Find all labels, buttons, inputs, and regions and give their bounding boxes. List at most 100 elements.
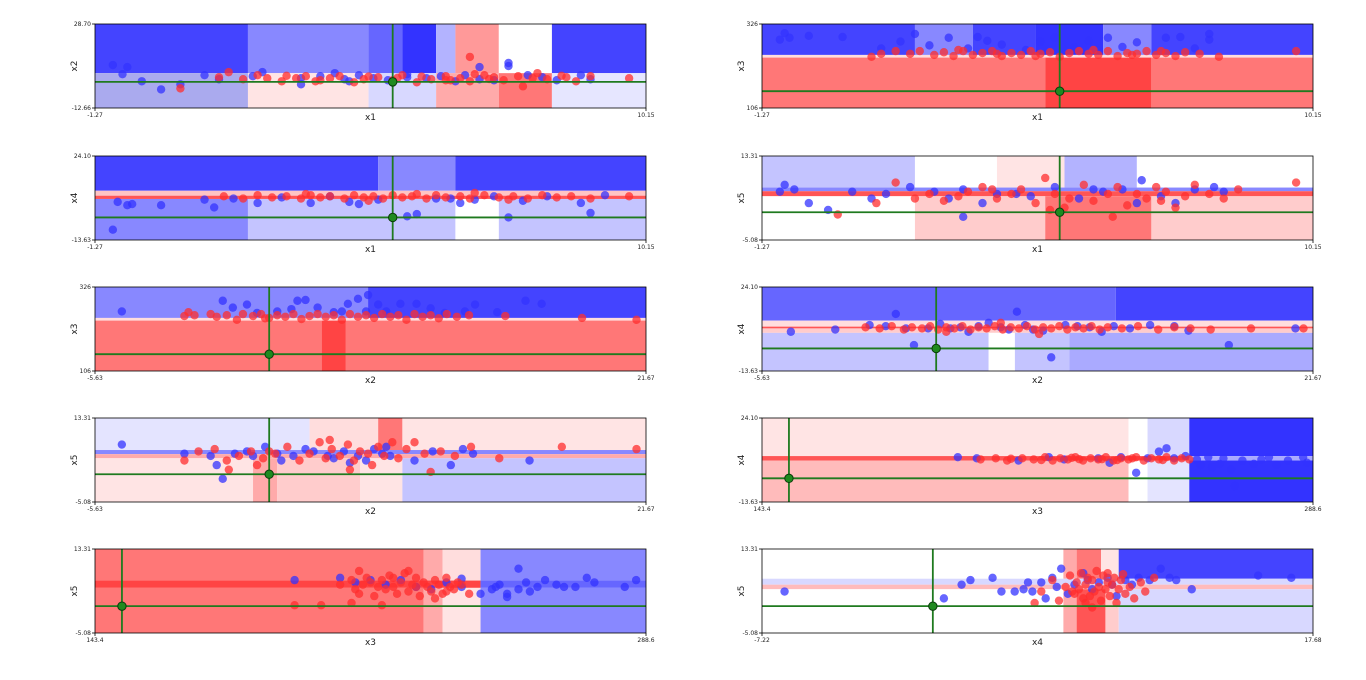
decision-region xyxy=(95,458,254,502)
red-point xyxy=(1048,456,1057,465)
decision-region xyxy=(762,187,1313,192)
red-point xyxy=(1007,189,1016,199)
red-point xyxy=(949,51,958,61)
decision-region xyxy=(996,156,1065,188)
red-point xyxy=(290,601,299,610)
y-tick-label: -13.63 xyxy=(739,368,759,375)
y-tick-label: 24.10 xyxy=(741,415,758,422)
blue-point xyxy=(335,573,345,583)
blue-point xyxy=(1056,564,1066,573)
red-point xyxy=(252,460,262,470)
blue-point xyxy=(1238,456,1247,465)
blue-point xyxy=(939,594,949,603)
x-tick-label: 17.68 xyxy=(1304,637,1321,644)
blue-point xyxy=(1137,176,1146,185)
red-point xyxy=(457,580,466,589)
red-point xyxy=(1075,454,1084,464)
red-point xyxy=(224,67,233,77)
red-point xyxy=(1171,51,1180,61)
marker-point xyxy=(117,601,127,611)
red-point xyxy=(283,442,292,452)
red-point xyxy=(315,438,324,447)
red-point xyxy=(316,193,325,202)
blue-point xyxy=(108,60,118,70)
decision-region xyxy=(762,549,1064,579)
red-point xyxy=(1128,454,1137,463)
red-point xyxy=(321,312,330,321)
y-tick-label: 28.70 xyxy=(74,21,91,28)
red-point xyxy=(1133,321,1143,331)
red-point xyxy=(1113,182,1122,192)
plot-area xyxy=(95,24,646,108)
red-point xyxy=(1299,324,1308,333)
blue-point xyxy=(631,575,641,585)
x-tick-label: -7.22 xyxy=(754,637,770,644)
red-point xyxy=(1081,580,1090,589)
decision-region xyxy=(321,320,346,371)
red-point xyxy=(325,74,335,83)
red-point xyxy=(396,578,406,587)
blue-point xyxy=(1249,459,1259,469)
decision-region xyxy=(95,580,481,588)
blue-point xyxy=(180,449,189,458)
red-point xyxy=(1186,324,1195,333)
y-tick-label: 13.31 xyxy=(741,153,758,160)
red-point xyxy=(354,589,364,599)
y-tick-label: -5.08 xyxy=(75,499,91,506)
x-axis-label: x1 xyxy=(1032,245,1043,255)
x-tick-label: 288.6 xyxy=(637,637,654,644)
red-point xyxy=(495,454,504,463)
blue-point xyxy=(905,182,915,192)
red-point xyxy=(1037,587,1046,596)
blue-point xyxy=(1176,32,1185,42)
y-axis-label: x4 xyxy=(737,323,747,334)
red-point xyxy=(1103,323,1112,332)
blue-point xyxy=(600,190,610,200)
x-tick-label: -1.27 xyxy=(87,112,103,119)
blue-point xyxy=(925,41,934,50)
decision-region xyxy=(378,156,456,191)
red-point xyxy=(1161,187,1171,196)
blue-point xyxy=(382,442,391,452)
red-point xyxy=(963,187,973,196)
y-axis-label: x4 xyxy=(737,454,747,465)
red-point xyxy=(915,46,924,56)
decision-region xyxy=(762,320,1313,327)
red-point xyxy=(354,566,364,576)
blue-point xyxy=(953,452,963,462)
red-point xyxy=(367,460,377,470)
y-axis-label: x5 xyxy=(70,454,80,465)
blue-point xyxy=(289,451,298,461)
red-point xyxy=(1029,455,1038,464)
blue-point xyxy=(521,296,530,305)
red-point xyxy=(533,68,542,78)
red-point xyxy=(523,194,532,203)
red-point xyxy=(1112,598,1121,608)
red-point xyxy=(452,312,462,321)
y-tick-label: 106 xyxy=(80,368,92,375)
blue-point xyxy=(209,203,219,212)
decision-region xyxy=(95,24,248,74)
blue-point xyxy=(1036,37,1045,46)
red-point xyxy=(1113,51,1122,61)
blue-point xyxy=(978,198,987,208)
blue-point xyxy=(242,300,252,309)
blue-point xyxy=(533,582,542,592)
blue-point xyxy=(228,303,238,312)
blue-point xyxy=(1192,455,1202,464)
blue-point xyxy=(1257,455,1266,464)
red-point xyxy=(501,311,510,321)
blue-point xyxy=(353,294,363,304)
red-point xyxy=(281,312,290,321)
blue-point xyxy=(1010,587,1019,596)
blue-point xyxy=(306,198,315,208)
blue-point xyxy=(117,440,127,449)
blue-point xyxy=(1230,481,1240,491)
decision-region xyxy=(1064,156,1137,188)
axes-frame xyxy=(761,155,1314,241)
blue-point xyxy=(313,303,322,312)
x-axis-label: x2 xyxy=(365,507,376,517)
blue-point xyxy=(504,58,513,68)
blue-point xyxy=(290,575,299,585)
blue-point xyxy=(446,460,456,470)
